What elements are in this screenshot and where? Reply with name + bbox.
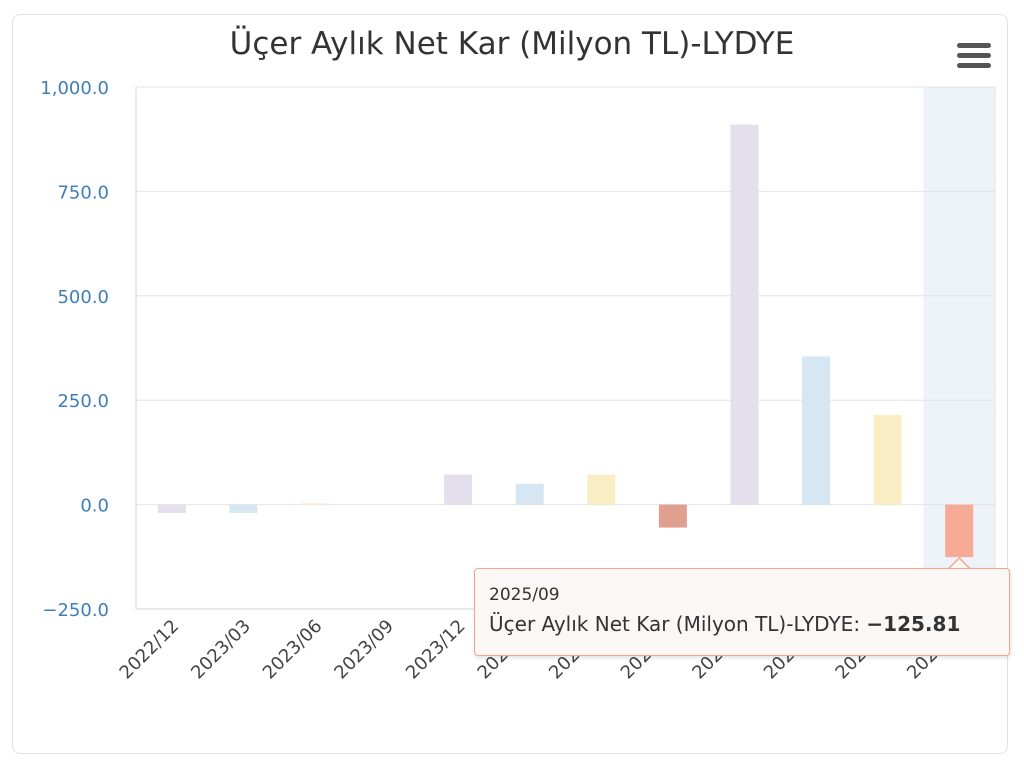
x-tick-label: 2023/12 bbox=[402, 616, 470, 684]
y-tick-label: 250.0 bbox=[57, 391, 109, 412]
x-tick-label: 2023/09 bbox=[330, 616, 398, 684]
y-tick-label: 1,000.0 bbox=[40, 78, 109, 99]
x-tick-label: 2023/03 bbox=[187, 616, 255, 684]
menu-icon[interactable] bbox=[957, 43, 991, 71]
bar bbox=[587, 474, 616, 505]
bar bbox=[945, 504, 974, 558]
tooltip-value: −125.81 bbox=[866, 612, 961, 636]
tooltip-label: Üçer Aylık Net Kar (Milyon TL)-LYDYE: bbox=[489, 612, 861, 636]
y-tick-label: 0.0 bbox=[80, 496, 109, 517]
bar bbox=[300, 503, 329, 505]
bar bbox=[157, 504, 186, 513]
tooltip-date: 2025/09 bbox=[489, 585, 560, 605]
bar bbox=[802, 356, 831, 505]
bar bbox=[873, 414, 902, 505]
x-tick-label: 2022/12 bbox=[116, 616, 184, 684]
chart-tooltip: 2025/09 Üçer Aylık Net Kar (Milyon TL)-L… bbox=[474, 568, 1010, 656]
y-tick-label: −250.0 bbox=[42, 600, 109, 621]
bar bbox=[730, 124, 759, 505]
bar bbox=[444, 474, 473, 505]
tooltip-line: Üçer Aylık Net Kar (Milyon TL)-LYDYE: −1… bbox=[489, 612, 960, 636]
y-tick-label: 500.0 bbox=[57, 287, 109, 308]
bar bbox=[229, 504, 258, 513]
bar bbox=[515, 483, 544, 505]
chart-title: Üçer Aylık Net Kar (Milyon TL)-LYDYE bbox=[229, 26, 795, 62]
x-tick-label: 2023/06 bbox=[259, 616, 327, 684]
bar bbox=[658, 504, 687, 528]
y-tick-label: 750.0 bbox=[57, 182, 109, 203]
